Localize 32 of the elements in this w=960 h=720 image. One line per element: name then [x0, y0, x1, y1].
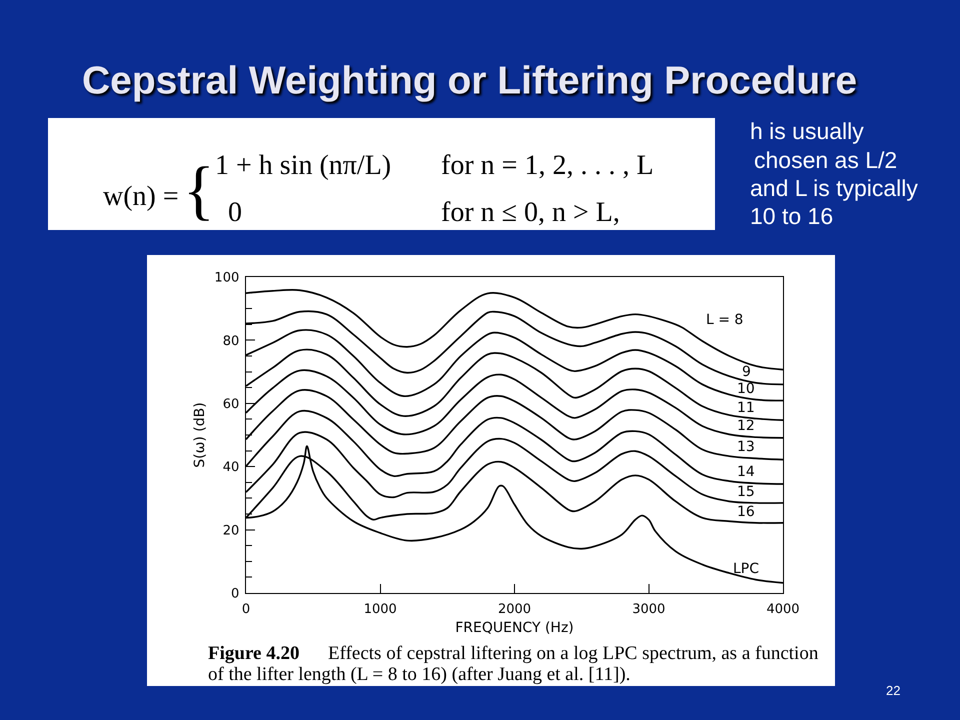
series-label: 10	[737, 381, 755, 397]
x-tick-label: 4000	[766, 602, 800, 617]
series-label: 13	[737, 439, 755, 455]
text: for n = 1, 2, . . . , L	[441, 150, 654, 181]
series-label: 15	[737, 484, 755, 500]
y-tick-label: 100	[214, 270, 240, 286]
y-tick-label: 0	[230, 586, 240, 602]
series-label: 12	[737, 418, 755, 434]
x-axis-title: FREQUENCY (Hz)	[455, 620, 574, 636]
chart-title: Cepstral Weighting or Liftering Procedure	[82, 60, 858, 103]
series-label: 9	[742, 364, 751, 380]
y-tick-label: 60	[222, 396, 240, 412]
x-tick-label: 1000	[364, 602, 397, 617]
text: 1 + h sin (nπ/L)	[215, 150, 392, 181]
series-label: 16	[737, 504, 755, 520]
series-label: 11	[737, 400, 755, 416]
text: 22	[886, 683, 900, 698]
y-tick-label: 40	[222, 460, 240, 476]
series-label: LPC	[733, 561, 760, 577]
text: h is usually chosen as L/2 and L is typically 10 to 16	[750, 118, 918, 229]
x-tick-label: 2000	[498, 602, 532, 617]
x-tick-label: 3000	[632, 602, 666, 617]
caption: Figure 4.20	[208, 643, 300, 664]
series-label: 14	[737, 464, 755, 480]
y-axis-title: S(ω) (dB)	[192, 402, 208, 468]
x-tick-label: 0	[242, 602, 250, 617]
y-tick-label: 20	[222, 523, 240, 538]
text: for n ≤ 0, n > L,	[441, 197, 620, 228]
text: {	[183, 154, 215, 227]
series-label: L = 8	[706, 312, 744, 328]
text: w(n) =	[103, 181, 179, 212]
y-tick-label: 80	[222, 334, 240, 349]
